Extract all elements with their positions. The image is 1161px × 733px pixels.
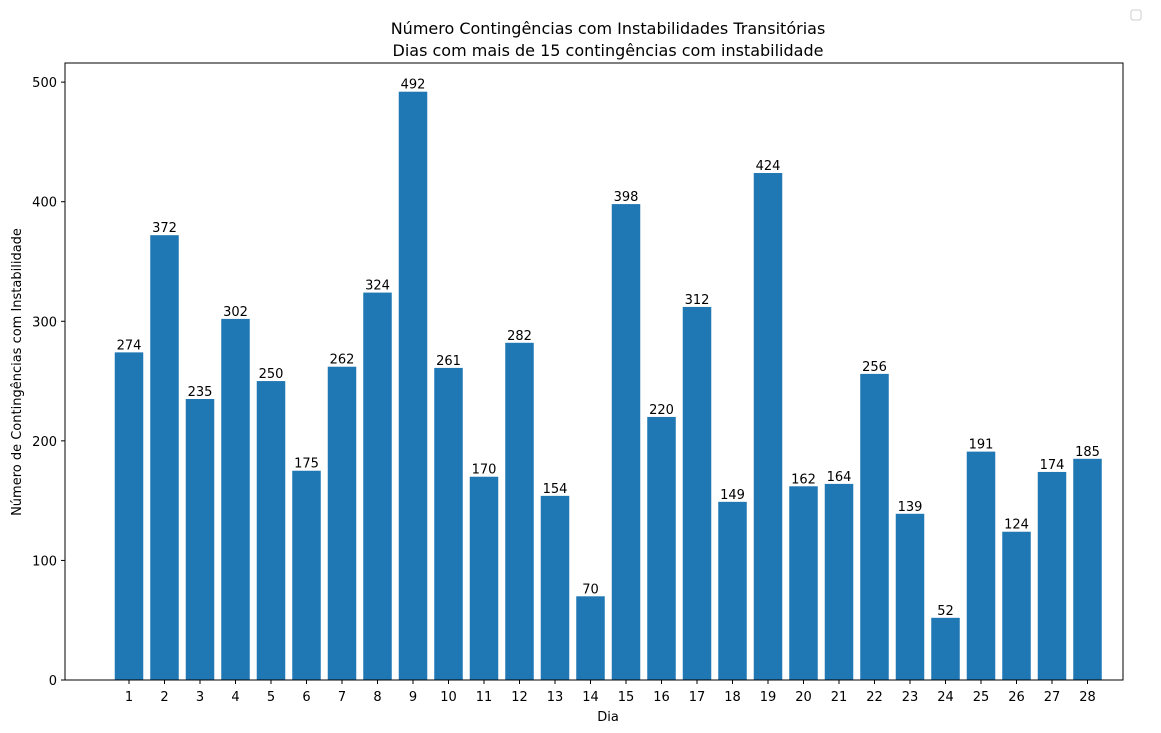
x-tick-label: 26 [1008,690,1025,705]
x-tick-label: 11 [476,690,493,705]
x-tick-label: 3 [196,690,204,705]
x-tick-label: 5 [267,690,275,705]
bar [682,306,712,680]
bar-value-label: 52 [937,604,954,619]
x-tick-label: 9 [409,690,417,705]
x-tick-label: 16 [653,690,670,705]
x-tick-label: 13 [547,690,564,705]
bar-value-label: 256 [862,360,887,375]
bar [824,483,854,680]
bar-value-label: 162 [791,472,816,487]
bar-value-label: 261 [436,354,461,369]
bar-value-label: 124 [1004,518,1029,533]
x-tick-label: 18 [724,690,741,705]
x-tick-label: 23 [902,690,919,705]
x-tick-label: 7 [338,690,346,705]
bar [221,318,250,680]
bar-value-label: 191 [969,438,994,453]
bar-value-label: 312 [685,293,710,308]
bar [1037,471,1067,680]
bar [860,373,889,680]
legend-box [1130,9,1142,21]
bar-value-label: 139 [898,500,923,515]
x-tick-label: 8 [373,690,381,705]
bar-value-label: 220 [649,403,674,418]
bar-value-label: 170 [472,463,497,478]
x-tick-label: 20 [795,690,812,705]
y-tick-label: 500 [32,76,57,91]
bar [576,596,605,680]
bar-value-label: 262 [330,353,355,368]
bar [505,342,534,680]
bar [931,617,960,680]
bar-value-label: 398 [614,190,639,205]
y-tick-label: 400 [32,196,57,211]
bar-value-label: 492 [401,78,426,93]
bar [789,486,818,680]
y-tick-label: 0 [49,674,57,689]
bar-value-label: 174 [1040,458,1065,473]
x-tick-label: 28 [1079,690,1096,705]
bar-value-label: 235 [188,385,213,400]
bar-value-label: 324 [365,279,390,294]
bar [327,366,357,680]
bar-value-label: 185 [1075,445,1100,460]
x-tick-label: 17 [689,690,706,705]
y-tick-label: 300 [32,315,57,330]
bar [753,173,783,680]
axes-frame [64,62,1124,681]
x-tick-label: 25 [973,690,990,705]
x-tick-label: 10 [440,690,457,705]
bar [718,501,747,680]
x-axis-label: Dia [597,710,619,725]
x-tick-label: 12 [511,690,528,705]
x-tick-label: 4 [231,690,239,705]
bar [398,91,428,680]
bar-value-label: 70 [582,582,599,597]
x-tick-label: 2 [160,690,168,705]
bar [540,495,570,680]
x-tick-label: 1 [125,690,133,705]
plot-area: 2741372223533024250517562627324849292611… [32,62,1124,705]
bar-value-label: 175 [294,457,319,472]
y-axis-label: Número de Contingências com Instabilidad… [10,228,25,516]
bar-value-label: 282 [507,329,532,344]
bar [434,367,463,680]
bar [150,235,179,681]
bar [256,381,286,680]
bar [1073,458,1102,680]
bar-value-label: 250 [259,367,284,382]
y-tick-label: 200 [32,435,57,450]
x-tick-label: 21 [831,690,848,705]
bar-value-label: 372 [152,221,177,236]
x-tick-label: 22 [866,690,883,705]
bar-value-label: 164 [827,470,852,485]
x-tick-label: 19 [760,690,777,705]
bar-value-label: 302 [223,305,248,320]
x-tick-label: 24 [937,690,954,705]
bar [363,292,392,680]
bar-value-label: 274 [117,338,142,353]
bar [1002,531,1031,680]
chart-title: Número Contingências com Instabilidades … [391,19,826,38]
bar-value-label: 424 [756,159,781,174]
bar [469,476,499,680]
bar-value-label: 154 [543,482,568,497]
x-tick-label: 14 [582,690,599,705]
bar [292,470,321,680]
bar-value-label: 149 [720,488,745,503]
bar [611,204,641,680]
x-tick-label: 15 [618,690,635,705]
bar [895,513,925,680]
bar [966,451,996,680]
y-tick-label: 100 [32,554,57,569]
bar [647,416,676,680]
x-tick-label: 6 [302,690,310,705]
bar [114,352,144,680]
chart-subtitle: Dias com mais de 15 contingências com in… [393,41,824,60]
bar [185,399,215,680]
x-tick-label: 27 [1044,690,1061,705]
